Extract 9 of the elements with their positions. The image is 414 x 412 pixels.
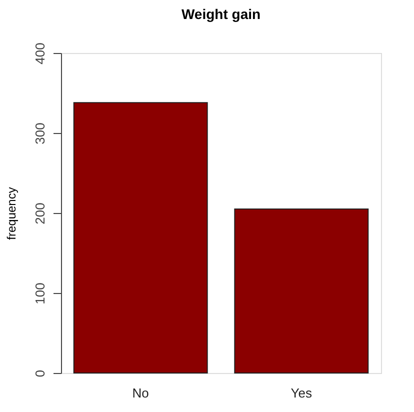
y-axis-title: frequency (4, 187, 18, 240)
y-tick-label: 200 (32, 202, 48, 224)
y-tick-label: 300 (32, 122, 48, 144)
y-tick-label: 400 (32, 42, 48, 64)
y-tick-label: 0 (32, 370, 48, 378)
y-tick-label: 100 (32, 282, 48, 304)
x-tick-label: Yes (290, 386, 312, 400)
x-tick-label: No (132, 386, 149, 400)
chart-title: Weight gain (181, 6, 261, 22)
